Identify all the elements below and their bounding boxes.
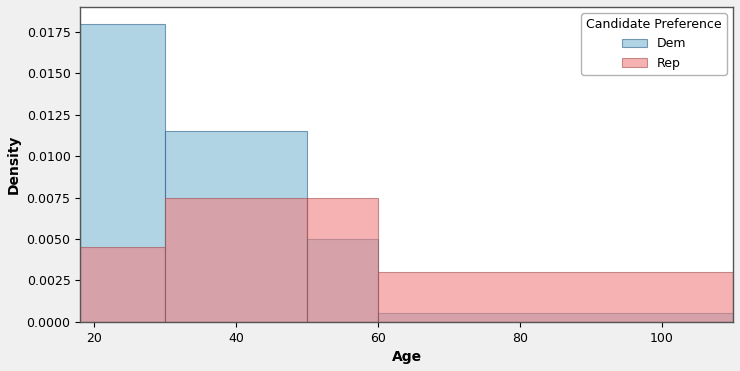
Bar xyxy=(165,131,307,322)
Bar xyxy=(307,197,378,322)
Bar xyxy=(80,247,165,322)
Bar xyxy=(378,313,733,322)
Bar xyxy=(378,272,733,322)
X-axis label: Age: Age xyxy=(391,350,422,364)
Legend: Dem, Rep: Dem, Rep xyxy=(581,13,727,75)
Bar xyxy=(307,239,378,322)
Bar xyxy=(165,197,307,322)
Y-axis label: Density: Density xyxy=(7,135,21,194)
Bar xyxy=(80,23,165,322)
